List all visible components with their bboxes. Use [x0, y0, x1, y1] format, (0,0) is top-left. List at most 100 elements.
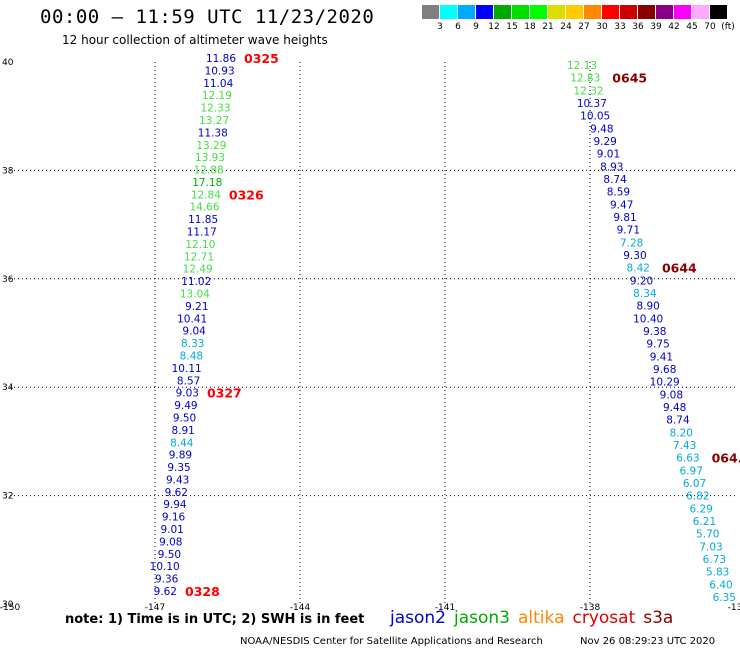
wave-height-value: 11.17: [187, 227, 217, 239]
color-scale-label: 6: [455, 22, 461, 32]
page-title: 00:00 – 11:59 UTC 11/23/2020: [40, 6, 375, 28]
satellite-jason2: jason2: [390, 608, 446, 628]
wave-height-value: 11.04: [203, 78, 233, 90]
color-scale-label: 33: [614, 22, 626, 32]
wave-height-value: 12.71: [184, 251, 214, 263]
wave-height-value: 12.88: [194, 165, 224, 177]
wave-height-value: 10.37: [577, 98, 607, 110]
color-swatch: [584, 5, 602, 19]
color-swatch: [458, 5, 476, 19]
lon-tick-label: -13: [728, 603, 740, 613]
wave-height-value: 9.71: [617, 225, 640, 237]
satellite-jason3: jason3: [454, 608, 510, 628]
wave-height-value: 5.70: [696, 529, 719, 541]
wave-height-value: 6.82: [686, 491, 709, 503]
wave-height-value: 12.84: [191, 189, 221, 201]
color-scale-label: 27: [578, 22, 590, 32]
wave-height-value: 9.35: [167, 462, 190, 474]
color-scale-label: 30: [596, 22, 608, 32]
color-scale-label: 12: [488, 22, 500, 32]
wave-height-value: 11.86: [206, 53, 236, 65]
color-swatch: [674, 5, 692, 19]
wave-height-value: 9.62: [165, 487, 188, 499]
wave-height-value: 12.49: [183, 264, 213, 276]
lon-tick-label: -141: [435, 603, 455, 613]
wave-height-value: 6.21: [693, 516, 716, 528]
wave-height-value: 9.01: [160, 524, 183, 536]
lat-tick-label: 40: [2, 58, 14, 68]
wave-height-value: 9.08: [660, 389, 683, 401]
wave-height-value: 11.38: [198, 127, 228, 139]
color-swatch: [548, 5, 566, 19]
wave-height-value: 8.74: [603, 174, 627, 186]
note-text: note: 1) Time is in UTC; 2) SWH is in fe…: [65, 612, 365, 627]
wave-height-value: 6.97: [680, 465, 703, 477]
time-label: 0645: [612, 71, 647, 86]
wave-height-value: 8.44: [170, 437, 194, 449]
wave-height-value: 13.29: [196, 140, 226, 152]
wave-height-value: 9.47: [610, 199, 633, 211]
wave-height-value: 17.18: [192, 177, 222, 189]
color-scale-label: 39: [650, 22, 662, 32]
color-swatch: [602, 5, 620, 19]
wave-height-value: 9.20: [630, 275, 653, 287]
track-east: 12.1312.8312.3210.3710.059.489.299.018.9…: [567, 60, 740, 604]
time-label: 0328: [185, 584, 220, 599]
color-swatch: [656, 5, 674, 19]
map-grid: [10, 62, 735, 604]
wave-height-value: 7.43: [673, 440, 696, 452]
wave-height-value: 9.68: [653, 364, 676, 376]
wave-height-value: 9.75: [646, 339, 669, 351]
color-scale-label: 42: [668, 22, 680, 32]
color-scale-label: 70: [704, 22, 716, 32]
wave-height-value: 7.03: [699, 541, 722, 553]
wave-height-value: 10.11: [172, 363, 202, 375]
color-swatch: [494, 5, 512, 19]
wave-height-value: 7.28: [620, 237, 643, 249]
color-swatch: [530, 5, 548, 19]
wave-height-value: 14.66: [189, 202, 219, 214]
wave-height-value: 6.40: [709, 579, 732, 591]
color-swatch: [512, 5, 530, 19]
wave-height-value: 10.40: [633, 313, 663, 325]
lon-tick-label: -144: [290, 603, 311, 613]
wave-height-value: 8.34: [633, 288, 657, 300]
wave-height-value: 9.50: [173, 412, 196, 424]
color-scale-label: 21: [542, 22, 554, 32]
wave-height-value: 9.89: [169, 450, 192, 462]
wave-height-value: 9.36: [155, 574, 179, 586]
satellite-legend: jason2 jason3 altika cryosat s3a: [390, 608, 681, 628]
wave-height-value: 12.83: [570, 73, 600, 85]
wave-height-value: 8.74: [666, 415, 690, 427]
wave-height-value: 8.90: [636, 301, 659, 313]
color-swatch: [476, 5, 494, 19]
wave-height-value: 8.48: [180, 350, 203, 362]
wave-height-value: 9.41: [650, 351, 673, 363]
satellite-s3a: s3a: [643, 608, 674, 628]
color-scale-label: 9: [473, 22, 479, 32]
color-scale-label: 3: [437, 22, 443, 32]
wave-height-value: 9.62: [154, 586, 177, 598]
lon-tick-label: -147: [145, 603, 165, 613]
wave-height-value: 10.41: [177, 313, 207, 325]
wave-height-value: 6.73: [703, 554, 726, 566]
satellite-altika: altika: [518, 608, 565, 628]
wave-height-value: 13.93: [195, 152, 225, 164]
wave-height-value: 12.13: [567, 60, 597, 72]
time-label: 0327: [207, 386, 242, 401]
wave-height-value: 9.48: [590, 123, 613, 135]
wave-height-value: 9.49: [174, 400, 197, 412]
footer-credit: NOAA/NESDIS Center for Satellite Applica…: [240, 636, 543, 647]
wave-height-value: 8.42: [627, 263, 650, 275]
wave-height-value: 9.21: [185, 301, 208, 313]
wave-height-value: 6.07: [683, 478, 706, 490]
wave-height-value: 9.16: [162, 512, 186, 524]
color-scale-label: 36: [632, 22, 644, 32]
wave-height-value: 9.30: [623, 250, 646, 262]
wave-height-value: 8.20: [670, 427, 693, 439]
lat-tick-label: 36: [2, 275, 14, 285]
satellite-cryosat: cryosat: [572, 608, 636, 628]
wave-height-value: 12.10: [185, 239, 215, 251]
wave-height-value: 9.50: [158, 549, 181, 561]
